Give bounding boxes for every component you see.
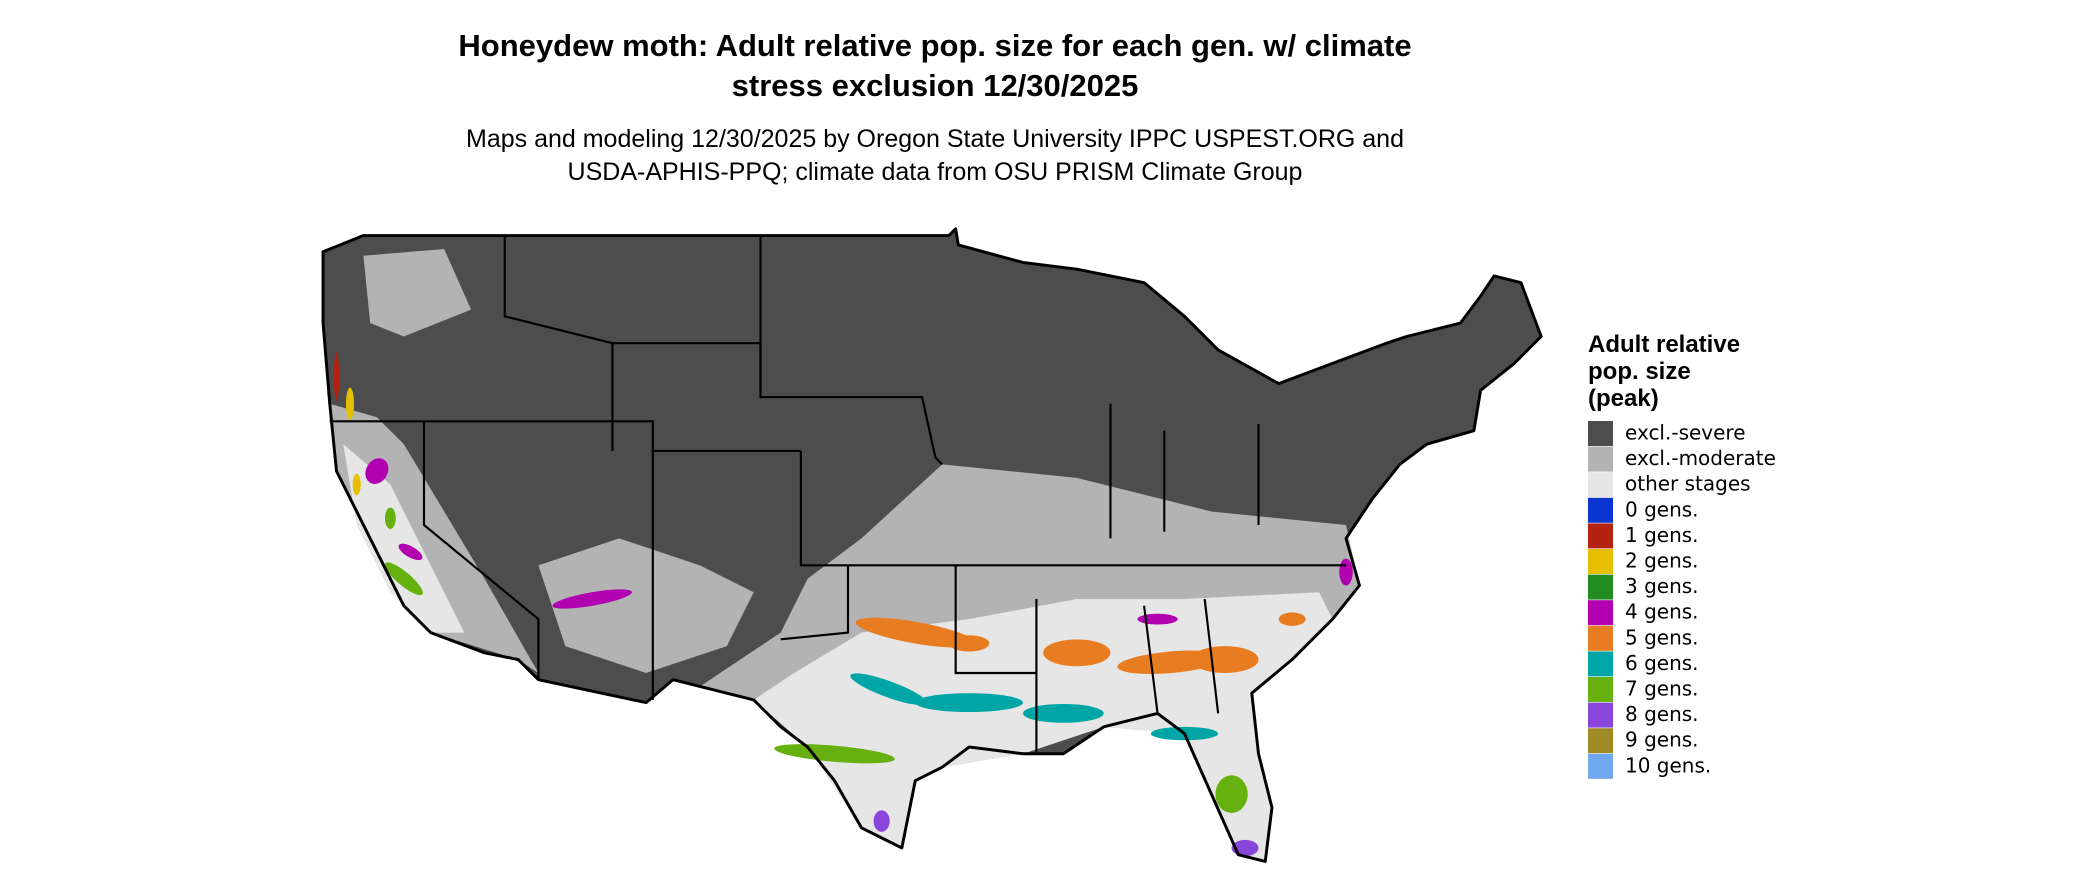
generation-patch — [915, 693, 1023, 713]
legend: Adult relative pop. size (peak) excl.-se… — [1588, 331, 1776, 779]
legend-label: 1 gens. — [1625, 523, 1699, 547]
legend-swatch — [1588, 702, 1613, 728]
legend-swatch — [1588, 421, 1613, 446]
legend-swatch — [1588, 753, 1613, 779]
legend-label: excl.-severe — [1625, 421, 1746, 445]
generation-patch — [398, 543, 423, 561]
legend-swatch — [1588, 651, 1613, 677]
title-line: stress exclusion 12/30/2025 — [732, 68, 1139, 103]
generation-patch — [1215, 775, 1248, 813]
generation-patch — [345, 387, 354, 420]
generation-patch — [850, 673, 927, 705]
subtitle-line: Maps and modeling 12/30/2025 by Oregon S… — [466, 125, 1404, 153]
legend-label: 3 gens. — [1625, 574, 1699, 598]
generation-patch — [384, 507, 396, 529]
legend-swatch — [1588, 497, 1613, 523]
legend-swatch — [1588, 728, 1613, 754]
legend-swatch — [1588, 549, 1613, 574]
legend-label: 9 gens. — [1625, 728, 1699, 752]
legend-label: other stages — [1625, 472, 1751, 496]
legend-label: 7 gens. — [1625, 677, 1699, 701]
legend-swatch — [1588, 677, 1613, 702]
generation-patch — [774, 744, 895, 764]
generation-patch — [948, 635, 990, 652]
legend-label: 0 gens. — [1625, 497, 1699, 521]
generation-patch — [1278, 612, 1306, 626]
region-moderate — [363, 249, 472, 337]
generation-patch — [352, 473, 361, 496]
state-border — [1143, 605, 1159, 714]
generation-patch — [1191, 646, 1259, 673]
generation-patch — [873, 810, 890, 832]
legend-title: (peak) — [1588, 385, 1659, 412]
state-border — [799, 450, 956, 567]
legend-label: 4 gens. — [1625, 600, 1699, 624]
generation-patch — [1137, 613, 1178, 625]
generation-patch — [1339, 558, 1353, 586]
state-border — [329, 420, 801, 452]
legend-label: 10 gens. — [1625, 753, 1711, 777]
legend-title: Adult relative — [1588, 331, 1740, 358]
state-border — [1203, 598, 1220, 714]
legend-swatch — [1588, 523, 1613, 549]
legend-swatch — [1588, 625, 1613, 651]
legend-label: 5 gens. — [1625, 625, 1699, 649]
subtitle-line: USDA-APHIS-PPQ; climate data from OSU PR… — [568, 158, 1303, 186]
state-border — [422, 421, 540, 680]
state-border — [954, 565, 1037, 675]
legend-label: 8 gens. — [1625, 702, 1699, 726]
generation-patch — [1043, 639, 1111, 667]
land-outline — [321, 227, 1543, 863]
generation-patch — [365, 458, 389, 484]
state-border — [780, 565, 850, 641]
generation-patch — [384, 562, 423, 596]
title-line: Honeydew moth: Adult relative pop. size … — [458, 28, 1411, 63]
legend-swatch — [1588, 446, 1613, 472]
legend-title: pop. size — [1588, 358, 1691, 385]
legend-swatch — [1588, 600, 1613, 626]
generation-patch — [333, 352, 340, 402]
legend-label: 2 gens. — [1625, 549, 1699, 573]
legend-swatch — [1588, 472, 1613, 498]
region-other-stages — [343, 444, 465, 633]
generation-patch — [552, 589, 633, 609]
legend-swatch — [1588, 574, 1613, 600]
legend-label: excl.-moderate — [1625, 446, 1776, 470]
region-moderate — [538, 538, 754, 673]
us-map — [321, 227, 1543, 863]
legend-label: 6 gens. — [1625, 651, 1699, 675]
generation-patch — [855, 617, 975, 648]
generation-patch — [1022, 703, 1104, 723]
